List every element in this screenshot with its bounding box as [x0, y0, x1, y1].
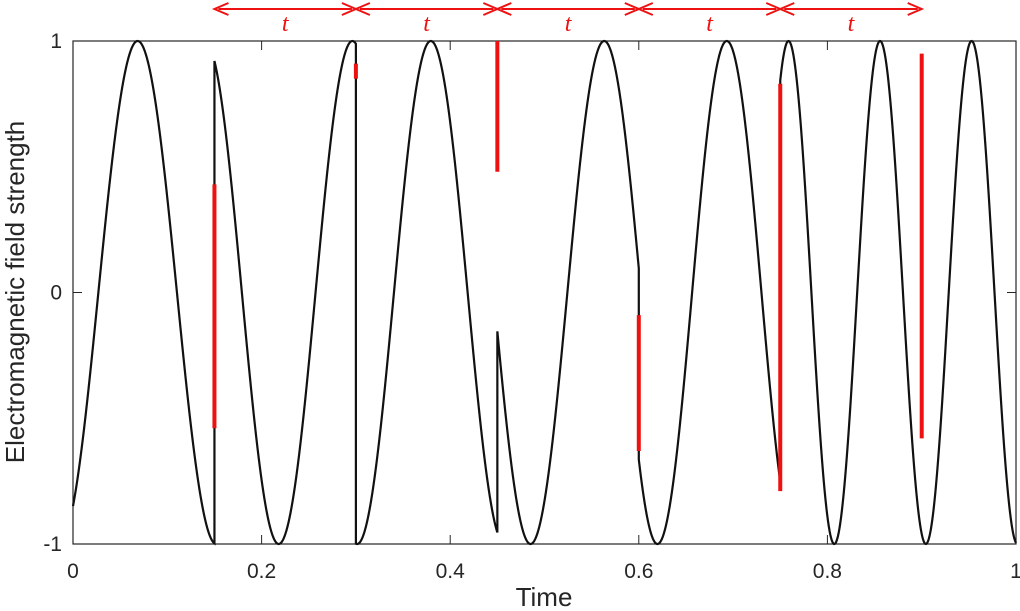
interval-arrow: t	[211, 2, 359, 37]
y-tick-label: 1	[50, 30, 62, 53]
x-axis-label: Time	[516, 582, 573, 611]
y-tick-label: 0	[50, 282, 62, 305]
interval-arrow: t	[777, 2, 925, 37]
interval-arrowhead-left	[353, 2, 371, 16]
interval-arrowhead-left	[494, 2, 512, 16]
x-tick-label: 0.4	[436, 560, 466, 583]
interval-arrow: t	[353, 2, 500, 37]
x-tick-label: 0.8	[813, 560, 842, 583]
interval-arrow: t	[494, 2, 642, 37]
y-axis-label: Electromagnetic field strength	[0, 121, 30, 464]
x-tick-label: 0	[67, 560, 79, 583]
interval-label: t	[565, 11, 573, 37]
phase-jumps	[212, 41, 924, 492]
interval-label: t	[282, 11, 290, 37]
interval-label: t	[706, 11, 714, 37]
x-tick-label: 1	[1010, 560, 1020, 583]
interval-arrowhead-left	[211, 2, 229, 16]
interval-arrowhead-left	[777, 2, 795, 16]
interval-arrow: t	[636, 2, 783, 37]
x-tick-label: 0.2	[247, 560, 276, 583]
x-tick-labels: 0 0.2 0.4 0.6 0.8 1	[67, 560, 1020, 583]
plot-area	[72, 40, 1017, 545]
y-tick-label: -1	[43, 533, 62, 556]
interval-label: t	[848, 11, 856, 37]
interval-arrowhead-right	[907, 2, 925, 16]
axis-ticks	[72, 40, 1017, 545]
x-tick-label: 0.6	[624, 560, 653, 583]
interval-label: t	[423, 11, 431, 37]
y-tick-labels: -1 0 1	[43, 30, 62, 556]
interval-arrowhead-left	[636, 2, 654, 16]
